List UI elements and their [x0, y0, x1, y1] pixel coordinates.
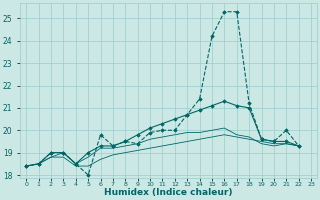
X-axis label: Humidex (Indice chaleur): Humidex (Indice chaleur)	[104, 188, 233, 197]
